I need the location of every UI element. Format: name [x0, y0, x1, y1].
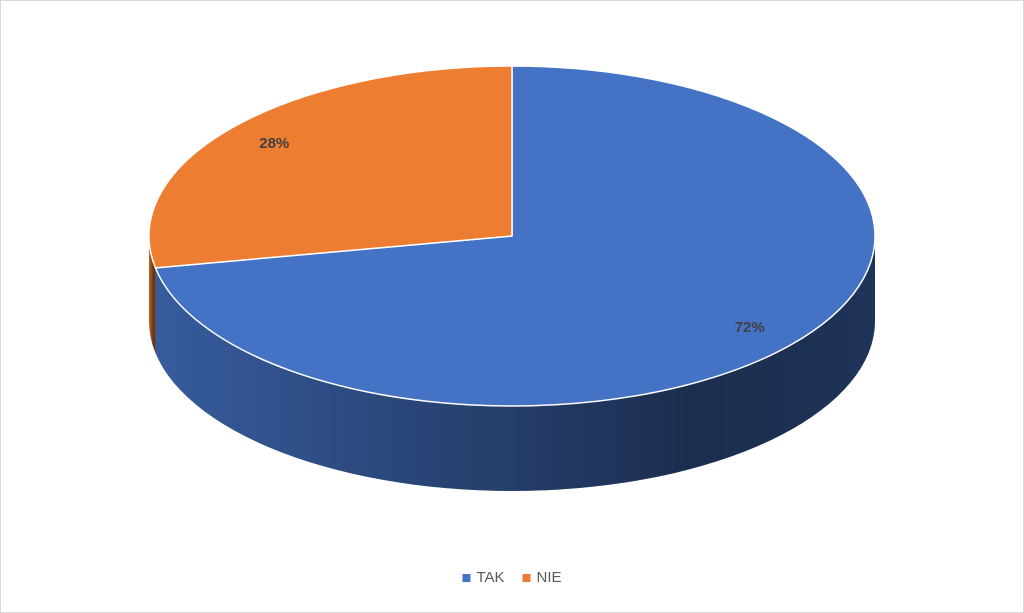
slice-side-shade — [155, 236, 875, 492]
data-label: 72% — [735, 319, 765, 336]
legend: TAK NIE — [462, 569, 562, 586]
data-label: 28% — [259, 135, 289, 152]
slice — [154, 65, 876, 407]
legend-item: TAK — [462, 569, 505, 586]
legend-swatch — [522, 574, 531, 582]
legend-label: NIE — [537, 569, 562, 586]
legend-swatch — [462, 574, 471, 582]
legend-item: NIE — [522, 569, 562, 586]
legend-label: TAK — [476, 569, 504, 586]
slice — [148, 65, 513, 269]
